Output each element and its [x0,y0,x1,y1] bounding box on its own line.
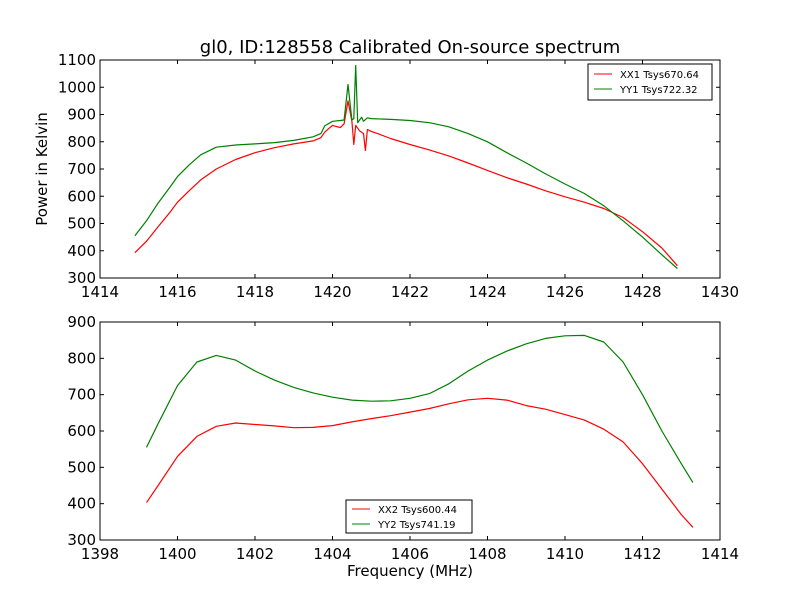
x-tick-label: 1402 [236,545,274,563]
y-tick-label: 900 [67,106,96,124]
y-tick-label: 400 [67,242,96,260]
x-tick-label: 1430 [701,283,739,301]
y-tick-label: 1100 [58,51,96,69]
x-tick-label: 1424 [468,283,506,301]
y-tick-label: 600 [67,187,96,205]
x-tick-label: 1406 [391,545,429,563]
x-tick-label: 1426 [546,283,584,301]
x-tick-label: 1404 [313,545,351,563]
y-tick-label: 800 [67,133,96,151]
chart-title: gl0, ID:128558 Calibrated On-source spec… [200,37,620,58]
x-tick-label: 1428 [623,283,661,301]
x-tick-label: 1418 [236,283,274,301]
legend-label-yy1: YY1 Tsys722.32 [619,85,698,96]
x-tick-label: 1398 [81,545,119,563]
y-tick-label: 400 [67,495,96,513]
bottom-legend: XX2 Tsys600.44 YY2 Tsys741.19 [345,499,473,534]
top-chart: gl0, ID:128558 Calibrated On-source spec… [33,37,739,301]
y-tick-label: 300 [67,531,96,549]
y-tick-label: 500 [67,458,96,476]
x-tick-label: 1408 [468,545,506,563]
bottom-chart: Frequency (MHz) 1398 1400 1402 1404 1406 1408… [67,313,739,580]
x-axis-label: Frequency (MHz) [347,562,473,580]
x-tick-label: 1414 [81,283,119,301]
x-tick-label: 1412 [623,545,661,563]
legend-label-yy2: YY2 Tsys741.19 [377,520,456,531]
legend-box [345,499,473,534]
y-tick-label: 600 [67,422,96,440]
x-tick-label: 1416 [158,283,196,301]
top-plot-area: 1414 1416 1418 1420 1422 1424 1426 1428 1430 300 4… [58,51,739,301]
y-tick-label: 800 [67,349,96,367]
y-tick-label: 300 [67,269,96,287]
x-tick-label: 1420 [313,283,351,301]
y-tick-label: 900 [67,313,96,331]
x-tick-label: 1400 [158,545,196,563]
x-tick-label: 1410 [546,545,584,563]
y-axis-label: Power in Kelvin [33,112,51,226]
legend-label-xx2: XX2 Tsys600.44 [378,505,457,516]
legend-label-xx1: XX1 Tsys670.64 [620,70,699,81]
legend-box [587,63,713,101]
series-line-0-0 [134,100,678,267]
y-tick-label: 700 [67,386,96,404]
y-tick-label: 700 [67,160,96,178]
top-legend: XX1 Tsys670.64 YY1 Tsys722.32 [587,63,713,101]
series-line-1-1 [145,334,694,483]
series-line-1-0 [146,397,694,528]
series-line-0-1 [134,64,678,269]
y-tick-label: 500 [67,215,96,233]
x-tick-label: 1422 [391,283,429,301]
bottom-plot-area: 1398 1400 1402 1404 1406 1408 1410 1412 1414 300 4… [67,313,739,563]
x-tick-label: 1414 [701,545,739,563]
y-tick-label: 1000 [58,78,96,96]
